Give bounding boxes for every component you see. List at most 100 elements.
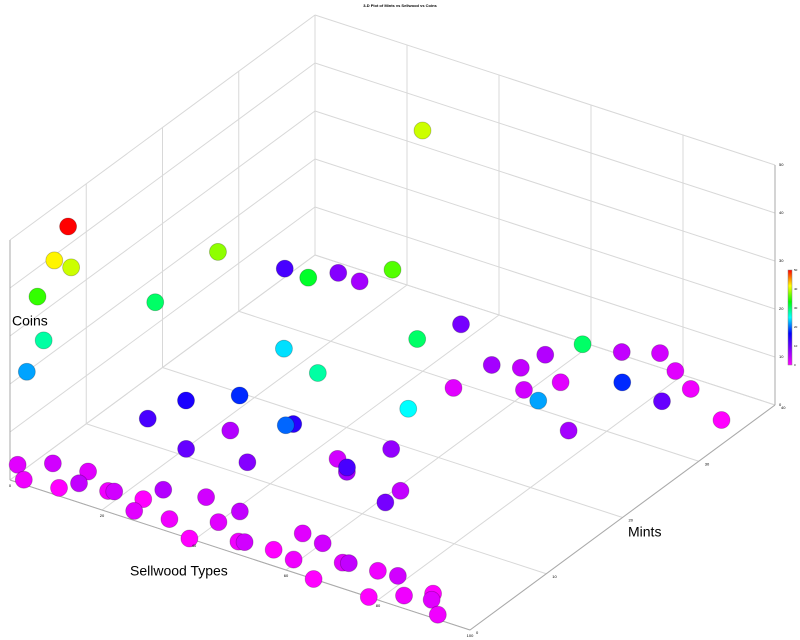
point xyxy=(34,331,53,350)
point xyxy=(177,439,196,458)
point xyxy=(368,561,387,580)
chart-title: 3-D Plot of Mints vs Sellwood vs Coins xyxy=(363,3,437,8)
point xyxy=(275,339,293,358)
point xyxy=(422,590,441,609)
grid-line xyxy=(314,62,776,214)
point xyxy=(408,330,427,348)
x-tick-label: 20 xyxy=(100,513,105,518)
point xyxy=(653,392,671,411)
point xyxy=(536,345,555,364)
point xyxy=(62,258,81,277)
grid-line xyxy=(314,110,776,262)
point xyxy=(428,605,447,624)
point xyxy=(134,490,153,509)
grid-line xyxy=(314,206,776,358)
point xyxy=(230,386,249,405)
grid-line xyxy=(9,14,316,241)
colorbar-tick-label: 20 xyxy=(794,325,798,329)
point xyxy=(395,586,413,605)
grid-line xyxy=(238,310,699,462)
grid-line xyxy=(314,158,776,310)
point xyxy=(177,391,195,410)
y-tick-label: 30 xyxy=(705,461,710,466)
point xyxy=(293,524,312,543)
y-tick-label: 10 xyxy=(552,574,557,579)
z-axis-label: Coins xyxy=(12,313,48,329)
point xyxy=(313,534,332,553)
z-tick-label: 0 xyxy=(779,402,782,407)
point xyxy=(284,550,303,569)
axes-box xyxy=(9,14,776,631)
x-tick-label: 40 xyxy=(192,543,197,548)
y-axis-label: Mints xyxy=(628,524,661,540)
y-tick-label: 40 xyxy=(781,405,786,410)
x-tick-label: 80 xyxy=(376,603,381,608)
point xyxy=(612,343,631,361)
point xyxy=(14,470,33,489)
axis-edge xyxy=(9,479,471,631)
point xyxy=(413,121,432,140)
point xyxy=(308,364,327,382)
point xyxy=(376,493,395,512)
point xyxy=(70,474,88,493)
point xyxy=(45,251,64,270)
point xyxy=(511,358,530,377)
z-tick-label: 40 xyxy=(779,210,784,215)
grid-line xyxy=(314,254,776,406)
point xyxy=(221,421,240,440)
point xyxy=(329,263,348,282)
point xyxy=(238,453,257,472)
grid-line xyxy=(314,14,776,166)
point xyxy=(138,409,157,428)
point xyxy=(230,502,249,521)
grid-line xyxy=(9,254,316,481)
point xyxy=(43,454,62,473)
point xyxy=(209,242,227,261)
point xyxy=(666,362,685,380)
point xyxy=(391,481,410,500)
y-tick-label: 0 xyxy=(476,630,479,635)
z-tick-label: 50 xyxy=(779,162,784,167)
point xyxy=(382,440,401,458)
point xyxy=(79,462,97,481)
y-tick-label: 20 xyxy=(629,518,634,523)
point xyxy=(399,399,418,418)
point xyxy=(359,588,378,606)
point xyxy=(209,513,228,532)
point xyxy=(388,566,407,585)
x-tick-label: 0 xyxy=(9,483,12,488)
point xyxy=(573,335,592,354)
point xyxy=(276,416,295,435)
point xyxy=(529,391,548,410)
colorbar-tick-label: 0 xyxy=(794,363,796,367)
point xyxy=(383,260,402,279)
point xyxy=(712,411,731,429)
z-tick-label: 10 xyxy=(779,354,784,359)
point xyxy=(350,272,369,291)
point xyxy=(613,373,632,392)
points xyxy=(8,121,731,624)
point xyxy=(50,478,68,497)
axis-edge xyxy=(469,404,776,631)
point xyxy=(154,480,173,499)
point xyxy=(452,315,470,334)
x-axis-label: Sellwood Types xyxy=(130,563,228,579)
point xyxy=(651,344,669,363)
point xyxy=(17,362,36,381)
point xyxy=(515,380,533,399)
point xyxy=(299,268,318,287)
grid-line xyxy=(9,206,316,433)
colorbar-tick-label: 30 xyxy=(794,306,798,310)
point xyxy=(146,293,165,312)
z-tick-label: 30 xyxy=(779,258,784,263)
point xyxy=(338,458,356,477)
point xyxy=(551,373,570,392)
z-tick-label: 20 xyxy=(779,306,784,311)
point xyxy=(8,455,27,474)
point xyxy=(197,488,216,507)
point xyxy=(59,217,77,236)
grid-line xyxy=(9,62,316,289)
colorbar-tick-label: 50 xyxy=(794,268,798,272)
